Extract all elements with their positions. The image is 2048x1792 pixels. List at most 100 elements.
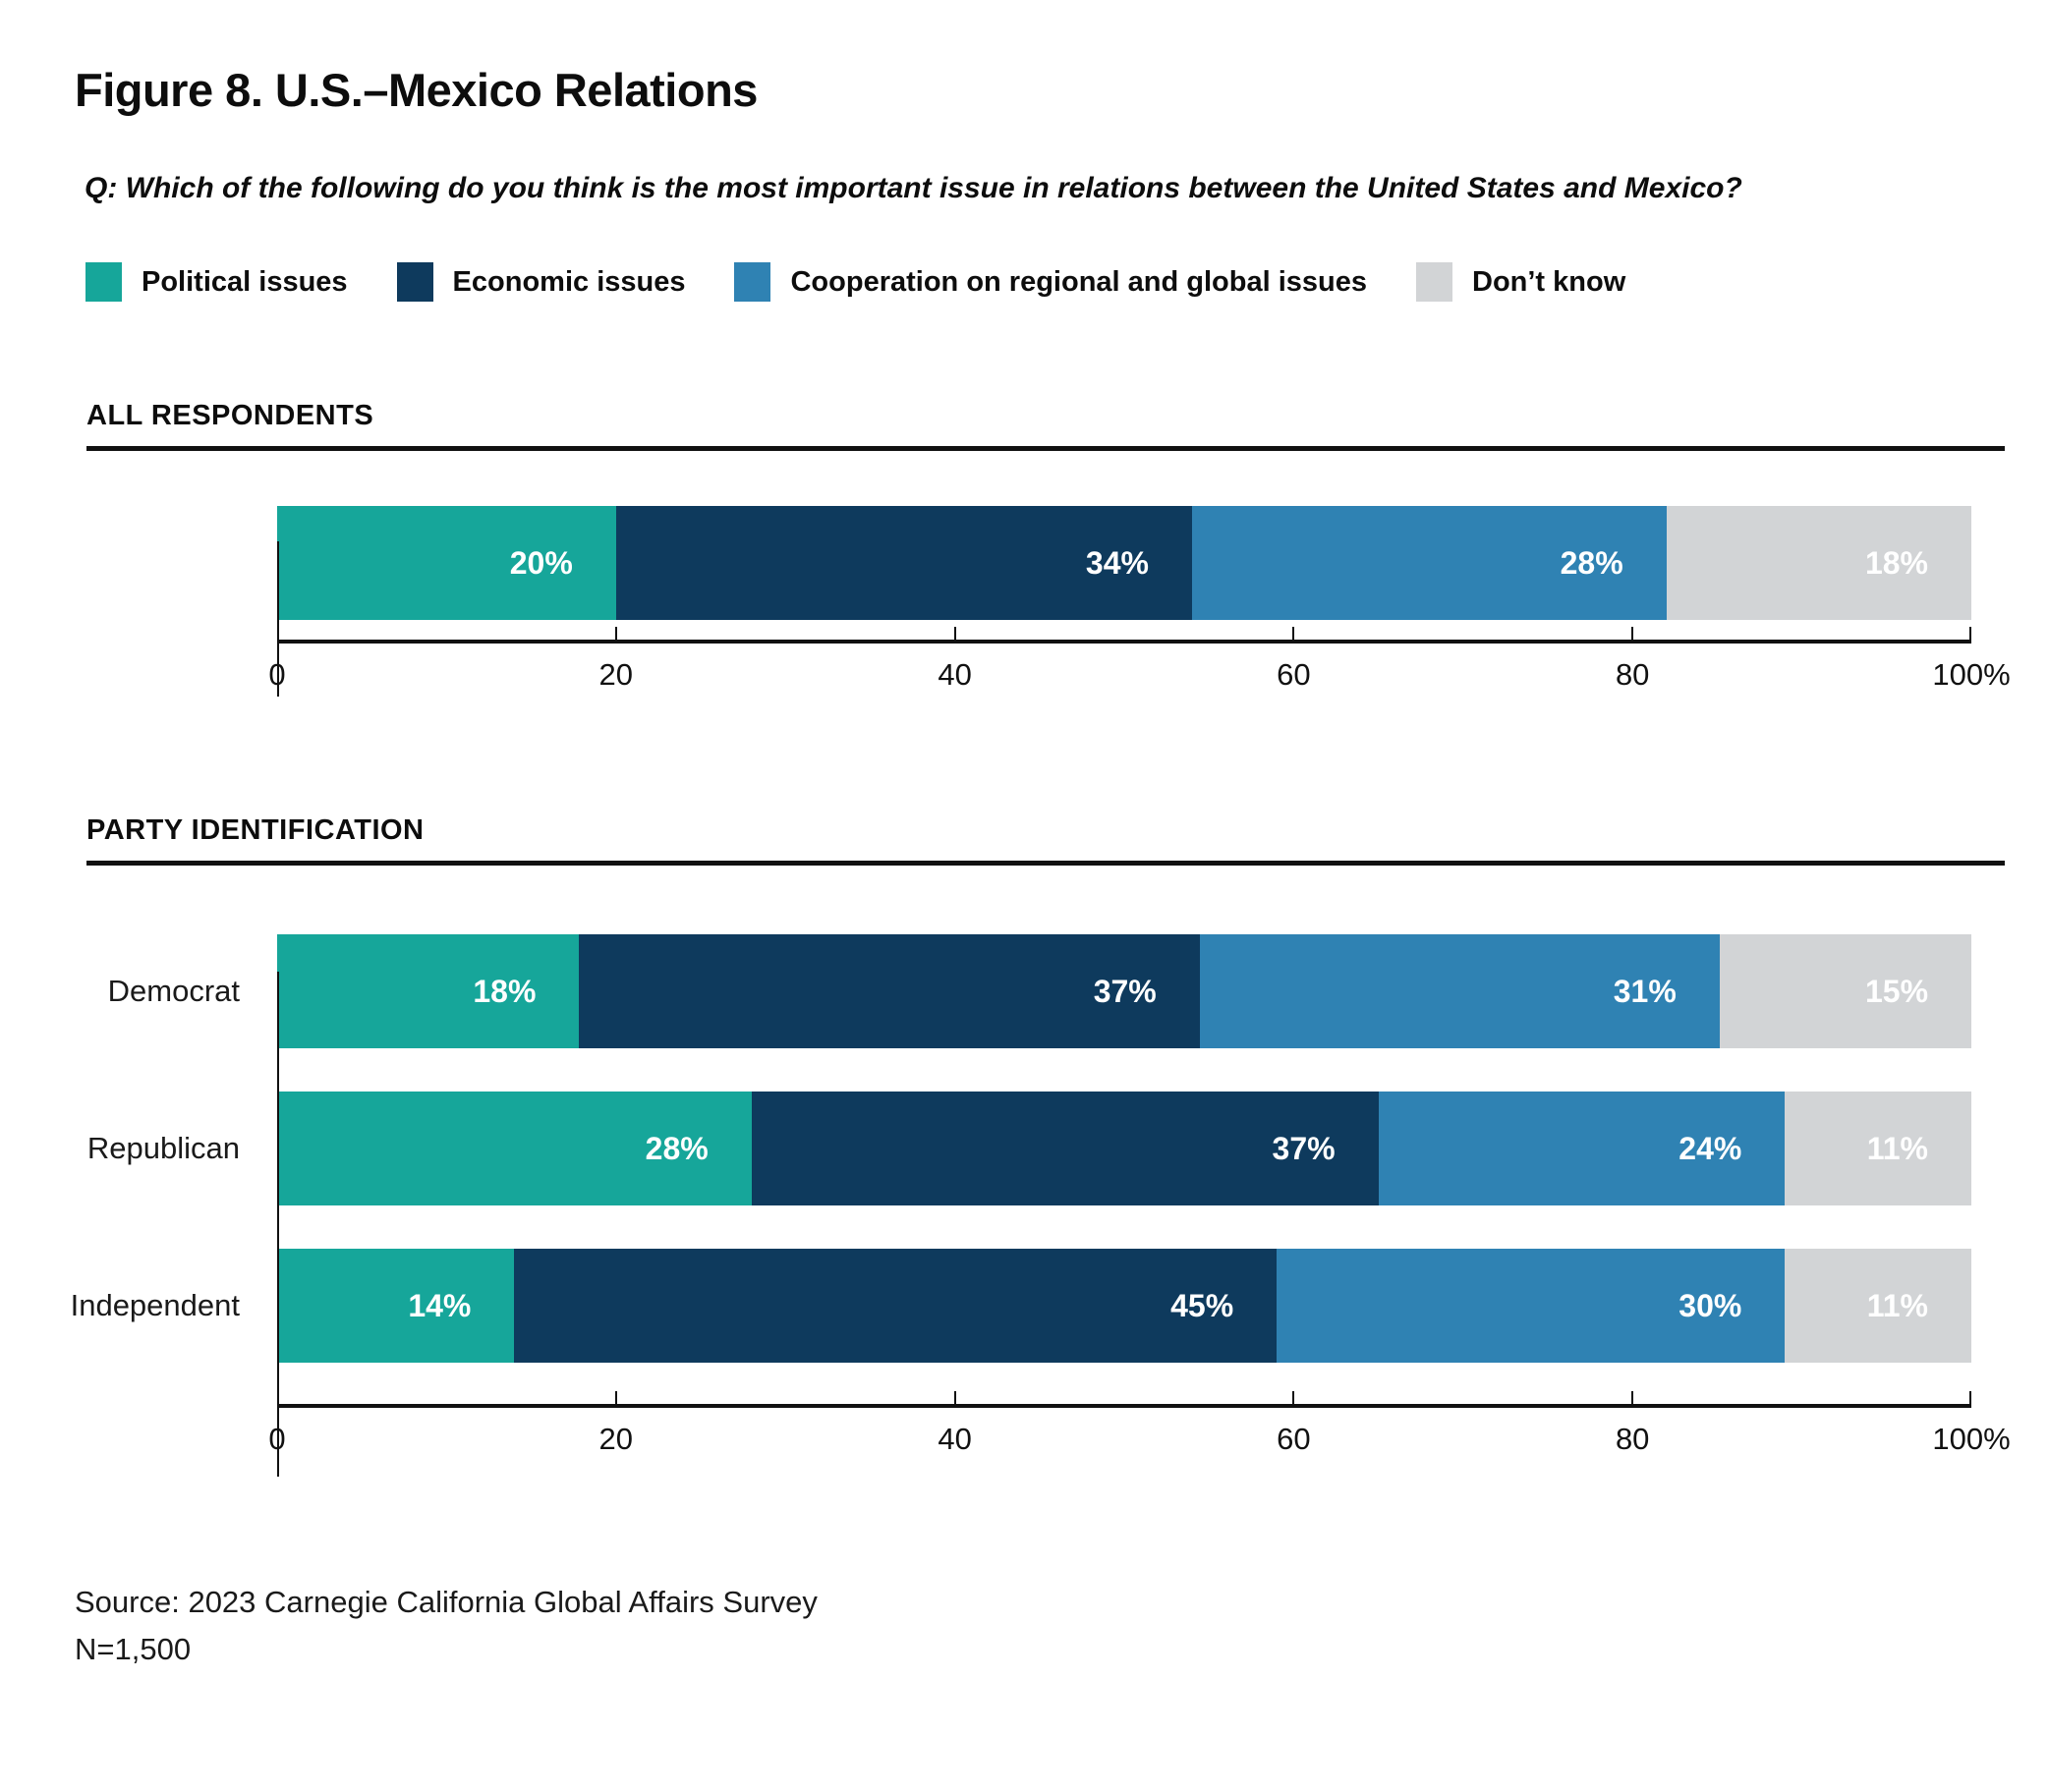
x-axis-tick <box>1969 627 1971 644</box>
survey-question: Q: Which of the following do you think i… <box>85 172 1742 204</box>
bar-segment: 34% <box>615 506 1192 620</box>
x-axis-tick <box>953 1391 956 1408</box>
x-axis-label: 0 <box>268 657 286 692</box>
segment-value-label: 24% <box>1678 1130 1742 1166</box>
x-axis-tick <box>1969 1391 1971 1408</box>
legend-swatch <box>396 262 433 302</box>
x-axis-label: 40 <box>938 1422 972 1456</box>
legend-item: Don’t know <box>1416 262 1625 302</box>
x-axis-tick <box>277 1391 279 1408</box>
row-label: Republican <box>86 1131 240 1165</box>
section-divider <box>86 861 2005 866</box>
bar-segment: 14% <box>277 1249 515 1363</box>
stacked-bar: 20% 34% 28% 18% <box>277 506 1971 620</box>
x-axis-tick <box>1631 1391 1634 1408</box>
x-axis-tick <box>614 627 617 644</box>
segment-value-label: 45% <box>1170 1287 1234 1323</box>
bar-segment: 30% <box>1277 1249 1786 1363</box>
row-label: Independent <box>70 1288 240 1322</box>
x-axis-labels: 0 20 40 60 80 100% <box>268 657 2010 699</box>
legend-label: Don’t know <box>1472 265 1626 298</box>
legend-item: Economic issues <box>396 262 686 302</box>
section-divider <box>86 446 2005 451</box>
legend: Political issues Economic issues Cooperati… <box>85 262 2048 302</box>
bar-segment: 18% <box>277 934 580 1048</box>
x-axis-label: 20 <box>598 1422 634 1456</box>
x-axis-label: 20 <box>598 657 634 692</box>
x-axis-label: 0 <box>268 1422 286 1456</box>
bar-row: Democrat 18% 37% 31% 15% <box>86 934 2048 1048</box>
stacked-bar: 28% 37% 24% 11% <box>277 1092 1971 1205</box>
x-axis-tick <box>953 627 956 644</box>
x-axis-label: 100% <box>1932 657 2011 692</box>
segment-value-label: 37% <box>1272 1130 1336 1166</box>
x-axis-label: 80 <box>1615 1422 1650 1456</box>
x-axis-label: 40 <box>938 657 972 692</box>
bar-segment: 24% <box>1378 1092 1786 1205</box>
bar-segment: 37% <box>751 1092 1379 1205</box>
x-axis-label: 60 <box>1277 657 1311 692</box>
x-axis-labels: 0 20 40 60 80 100% <box>268 1422 2010 1463</box>
segment-value-label: 18% <box>1864 544 1928 581</box>
section-party-identification: PARTY IDENTIFICATION Democrat 18% 37% 31% 15… <box>0 814 2048 1477</box>
source-note: Source: 2023 Carnegie California Global … <box>75 1579 2048 1673</box>
legend-label: Cooperation on regional and global issue… <box>790 265 1367 298</box>
sample-size: N=1,500 <box>75 1632 192 1667</box>
segment-value-label: 18% <box>473 973 537 1009</box>
bar-segment: 28% <box>277 1092 752 1205</box>
segment-value-label: 31% <box>1613 973 1677 1009</box>
segment-value-label: 34% <box>1085 544 1149 581</box>
x-axis-tick <box>1292 627 1295 644</box>
section-header-party-identification: PARTY IDENTIFICATION <box>86 814 425 846</box>
segment-value-label: 15% <box>1864 973 1929 1009</box>
segment-value-label: 28% <box>645 1130 709 1166</box>
x-axis-label: 60 <box>1277 1422 1311 1456</box>
segment-value-label: 20% <box>509 544 573 581</box>
legend-swatch <box>85 262 122 302</box>
x-axis-tick <box>1631 627 1634 644</box>
bar-row: Republican 28% 37% 24% 11% <box>86 1092 2048 1205</box>
x-axis-tick <box>1292 1391 1295 1408</box>
row-label <box>86 506 277 620</box>
section-header-all-respondents: ALL RESPONDENTS <box>86 400 374 431</box>
bar-segment: 31% <box>1199 934 1720 1048</box>
bar-segment: 28% <box>1191 506 1667 620</box>
legend-label: Political issues <box>142 265 348 298</box>
segment-value-label: 37% <box>1093 973 1157 1009</box>
bar-row: 20% 34% 28% 18% <box>86 506 2048 620</box>
segment-value-label: 11% <box>1866 1130 1928 1166</box>
source-line: Source: 2023 Carnegie California Global … <box>75 1585 818 1619</box>
legend-label: Economic issues <box>452 265 686 298</box>
legend-swatch <box>1416 262 1452 302</box>
bar-segment: 20% <box>277 506 616 620</box>
x-axis <box>277 1391 1971 1408</box>
bar-segment: 18% <box>1666 506 1971 620</box>
legend-item: Cooperation on regional and global issue… <box>734 262 1367 302</box>
x-axis-tick <box>277 627 279 644</box>
y-axis <box>277 541 279 697</box>
bar-segment: 45% <box>514 1249 1278 1363</box>
x-axis-tick <box>614 1391 617 1408</box>
segment-value-label: 30% <box>1678 1287 1742 1323</box>
chart-all-respondents: 20% 34% 28% 18% 0 20 40 60 80 100% <box>86 506 2048 699</box>
segment-value-label: 11% <box>1866 1287 1928 1323</box>
bar-segment: 15% <box>1719 934 1972 1048</box>
x-axis-label: 100% <box>1932 1422 2011 1456</box>
x-axis-label: 80 <box>1615 657 1650 692</box>
x-axis <box>277 627 1971 644</box>
y-axis <box>277 972 279 1477</box>
row-label: Democrat <box>107 974 240 1008</box>
legend-item: Political issues <box>85 262 348 302</box>
section-all-respondents: ALL RESPONDENTS 20% 34% 28% 18% 0 20 40 60 80 100… <box>0 400 2048 699</box>
bar-segment: 11% <box>1785 1249 1971 1363</box>
bar-segment: 37% <box>579 934 1200 1048</box>
bar-segment: 11% <box>1785 1092 1971 1205</box>
stacked-bar: 18% 37% 31% 15% <box>277 934 1972 1048</box>
chart-party-identification: Democrat 18% 37% 31% 15% Republican 28% 37% 24% 1… <box>70 934 2048 1477</box>
segment-value-label: 28% <box>1560 544 1623 581</box>
segment-value-label: 14% <box>408 1287 472 1323</box>
bar-row: Independent 14% 45% 30% 11% <box>70 1249 2048 1363</box>
legend-swatch <box>734 262 771 302</box>
figure-title: Figure 8. U.S.–Mexico Relations <box>75 64 758 116</box>
